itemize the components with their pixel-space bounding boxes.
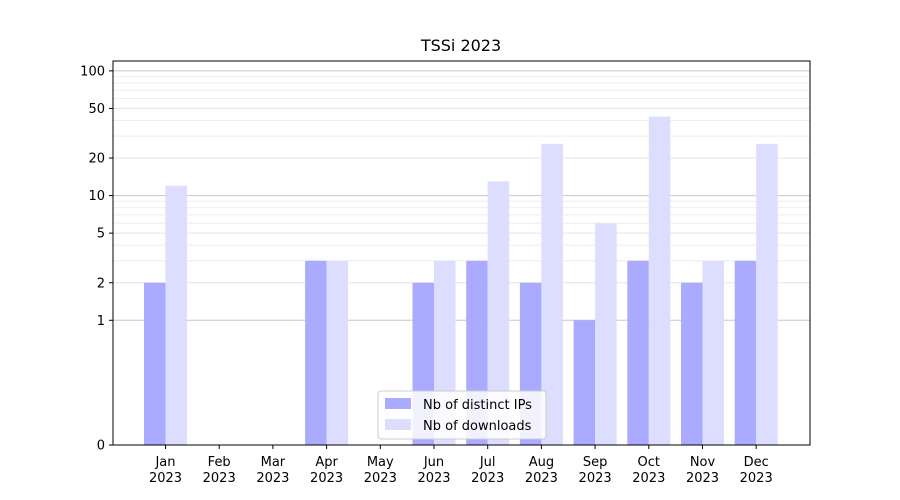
x-tick-label-year: 2023 <box>256 471 289 486</box>
x-tick-label-month: Apr <box>315 455 338 470</box>
x-tick-label-month: Oct <box>638 455 660 470</box>
grid-lines <box>113 70 810 321</box>
x-tick-label-month: Feb <box>208 455 231 470</box>
legend-label-distinct-ips: Nb of distinct IPs <box>423 398 532 413</box>
chart-title: TSSi 2023 <box>420 36 501 55</box>
y-tick-label: 20 <box>88 152 105 167</box>
bar-distinct-ips <box>627 260 649 445</box>
bar-downloads <box>487 181 510 445</box>
y-tick-label: 100 <box>80 64 105 79</box>
x-tick-label-month: Nov <box>690 455 716 470</box>
bar-downloads <box>595 223 617 445</box>
y-tick-label: 1 <box>97 314 105 329</box>
x-tick-label-year: 2023 <box>686 471 719 486</box>
legend-swatch-distinct-ips <box>385 398 411 409</box>
bar-downloads <box>541 143 563 446</box>
bar-downloads <box>702 260 724 445</box>
x-tick-label-year: 2023 <box>203 471 236 486</box>
bar-distinct-ips <box>734 260 757 445</box>
x-tick-label-year: 2023 <box>310 471 343 486</box>
bar-downloads <box>648 116 671 445</box>
y-tick-label: 50 <box>88 102 105 117</box>
x-axis: Jan2023Feb2023Mar2023Apr2023May2023Jun20… <box>149 445 773 486</box>
x-tick-label-year: 2023 <box>525 471 558 486</box>
x-tick-label-month: Mar <box>261 455 286 470</box>
y-tick-label: 0 <box>97 439 105 454</box>
x-tick-label-year: 2023 <box>364 471 397 486</box>
x-tick-label-month: Jun <box>423 455 444 470</box>
x-tick-label-month: May <box>367 455 394 470</box>
x-tick-label-month: Jul <box>479 455 496 470</box>
legend: Nb of distinct IPs Nb of downloads <box>377 390 547 440</box>
x-tick-label-month: Jan <box>154 455 175 470</box>
x-tick-label-year: 2023 <box>632 471 665 486</box>
x-tick-label-month: Sep <box>583 455 608 470</box>
bar-distinct-ips <box>144 282 166 445</box>
x-tick-label-month: Aug <box>529 455 554 470</box>
y-tick-label: 10 <box>88 189 105 204</box>
bar-distinct-ips <box>681 282 703 445</box>
legend-label-downloads: Nb of downloads <box>423 419 532 434</box>
legend-swatch-downloads <box>385 419 411 430</box>
legend-box <box>377 390 547 440</box>
x-tick-label-year: 2023 <box>740 471 773 486</box>
bar-distinct-ips <box>305 260 327 445</box>
y-axis: 0 1 2 5 10 20 50 100 <box>80 64 113 454</box>
y-tick-label: 2 <box>97 276 105 291</box>
x-tick-label-month: Dec <box>744 455 769 470</box>
x-tick-label-year: 2023 <box>417 471 450 486</box>
x-tick-label-year: 2023 <box>471 471 504 486</box>
bar-downloads <box>326 260 349 445</box>
bar-downloads <box>756 143 778 446</box>
plot-frame <box>112 60 811 446</box>
y-tick-label: 5 <box>97 227 105 242</box>
bar-distinct-ips <box>573 320 596 445</box>
bar-downloads <box>165 185 187 445</box>
x-tick-label-year: 2023 <box>579 471 612 486</box>
x-tick-label-year: 2023 <box>149 471 182 486</box>
